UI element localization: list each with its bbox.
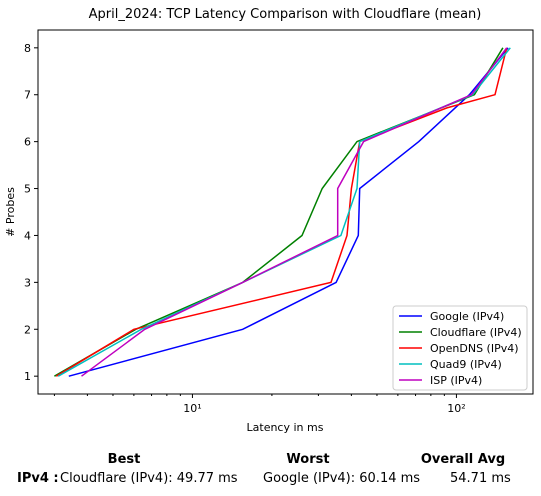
legend-label: ISP (IPv4)	[430, 374, 482, 387]
chart-title: April_2024: TCP Latency Comparison with …	[89, 7, 482, 22]
legend-label: Cloudflare (IPv4)	[430, 326, 522, 339]
x-axis: 10¹ 10²	[53, 394, 466, 415]
y-tick-label: 2	[24, 323, 31, 336]
best-value: Cloudflare (IPv4): 49.77 ms	[60, 471, 238, 486]
worst-header: Worst	[286, 452, 330, 467]
y-tick-label: 3	[24, 276, 31, 289]
worst-value: Google (IPv4): 60.14 ms	[263, 471, 421, 486]
y-axis: 1 2 3 4 5 6 7 8	[24, 42, 38, 383]
overall-avg-value: 54.71 ms	[450, 471, 511, 486]
plot-frame	[37, 29, 534, 395]
series-lines	[54, 47, 511, 377]
x-tick-label: 10²	[447, 402, 465, 415]
y-tick-label: 5	[24, 183, 31, 196]
y-tick-label: 6	[24, 136, 31, 149]
x-tick-label: 10¹	[183, 402, 201, 415]
legend: Google (IPv4) Cloudflare (IPv4) OpenDNS (I…	[392, 305, 528, 391]
y-tick-label: 4	[24, 229, 31, 242]
legend-box	[392, 305, 528, 391]
legend-label: Quad9 (IPv4)	[430, 358, 502, 371]
y-tick-label: 1	[24, 370, 31, 383]
chart: April_2024: TCP Latency Comparison with …	[4, 7, 534, 434]
y-tick-label: 8	[24, 42, 31, 55]
y-tick-label: 7	[24, 89, 31, 102]
legend-label: Google (IPv4)	[430, 310, 504, 323]
legend-label: OpenDNS (IPv4)	[430, 342, 519, 355]
summary-row-label: IPv4 :	[17, 471, 59, 486]
series-line	[55, 47, 508, 377]
best-header: Best	[107, 452, 141, 467]
overall-avg-header: Overall Avg	[420, 452, 506, 467]
y-axis-label: # Probes	[4, 187, 17, 237]
x-axis-label: Latency in ms	[247, 421, 324, 434]
series-line	[81, 47, 508, 377]
series-line	[68, 47, 509, 377]
